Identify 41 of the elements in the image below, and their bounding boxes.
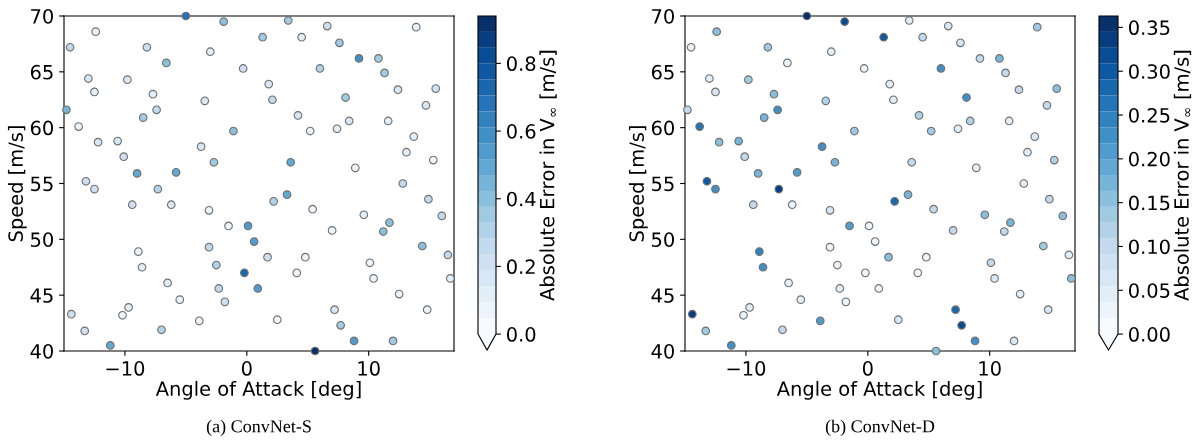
x-tick-label: 0: [241, 361, 252, 376]
x-tick-label: 10: [358, 361, 380, 376]
color-bar-label: 0.35: [1129, 20, 1170, 36]
y-tick-label: 60: [651, 120, 674, 136]
x-tick-label: 10: [979, 361, 1001, 376]
color-bar-label: 0.25: [1129, 107, 1170, 123]
x-axis-title: Angle of Attack [deg]: [776, 380, 982, 400]
y-axis-title: Speed [m/s]: [628, 126, 648, 242]
y-tick-label: 50: [31, 232, 53, 247]
y-tick-label: 40: [30, 343, 53, 359]
color-bar-label: 0.30: [1129, 64, 1170, 79]
color-bar-label: 0.20: [1129, 151, 1170, 167]
color-bar-label: 0.2: [507, 259, 535, 275]
x-tick-label: −10: [106, 361, 145, 376]
y-tick-label: 70: [31, 8, 53, 24]
y-tick-label: 45: [651, 288, 674, 303]
y-tick-label: 70: [652, 8, 674, 24]
color-bar-label: 0.4: [507, 191, 536, 207]
y-tick-label: 65: [651, 64, 674, 80]
y-axis-title: Speed [m/s]: [7, 126, 27, 242]
y-tick-label: 65: [30, 64, 53, 80]
text: (b) ConvNet-D: [825, 419, 935, 437]
color-bar-label: 0.0: [507, 327, 536, 342]
color-bar-title: Absolute Error in V$_{∞}$ [m/s]: [539, 50, 557, 301]
y-tick-label: 60: [30, 120, 53, 136]
x-axis-title: Angle of Attack [deg]: [155, 380, 361, 400]
color-bar-label: 0.00: [1129, 327, 1170, 342]
y-tick-label: 40: [651, 343, 674, 359]
x-tick-label: 0: [862, 361, 873, 376]
color-bar-label: 0.10: [1129, 239, 1170, 255]
color-bar-label: 0.05: [1129, 283, 1170, 298]
color-bar-label: 0.8: [507, 56, 536, 72]
x-tick-label: −10: [727, 361, 766, 376]
y-tick-label: 45: [30, 288, 53, 303]
color-bar-label: 0.6: [507, 124, 536, 139]
y-tick-label: 55: [652, 176, 674, 192]
y-tick-label: 55: [31, 176, 53, 192]
y-tick-label: 50: [652, 232, 674, 247]
color-bar-label: 0.15: [1129, 195, 1170, 211]
color-bar-title: Absolute Error in V$_{∞}$ [m/s]: [1173, 50, 1192, 301]
text: (a) ConvNet-S: [206, 419, 311, 437]
